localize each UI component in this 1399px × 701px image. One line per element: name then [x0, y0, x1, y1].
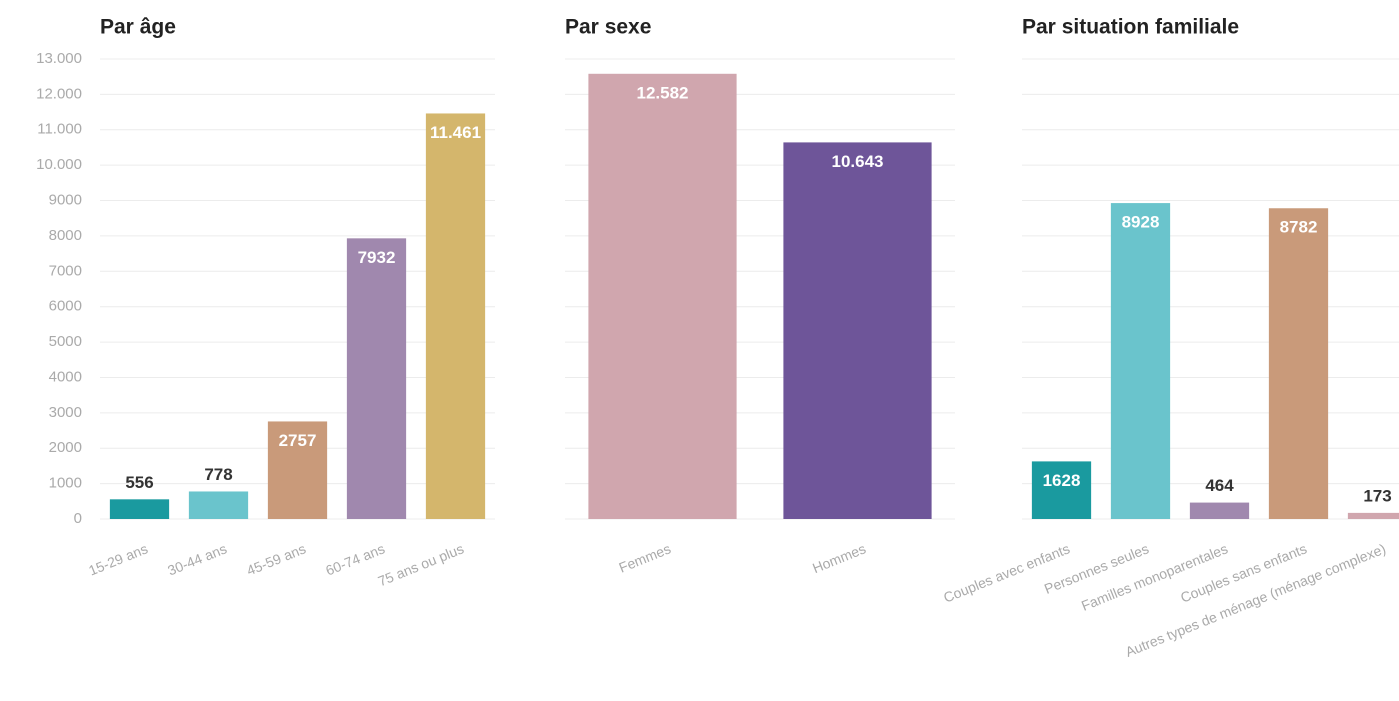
- y-tick-label: 4000: [49, 368, 82, 385]
- value-label: 556: [125, 473, 153, 492]
- value-label: 1628: [1043, 471, 1081, 490]
- bar: [425, 113, 486, 520]
- bar: [1031, 461, 1092, 519]
- y-tick-label: 7000: [49, 262, 82, 279]
- bar: [346, 238, 407, 519]
- x-tick-label: Couples avec enfants: [941, 540, 1072, 605]
- bar: [1110, 203, 1171, 519]
- bar: [1347, 512, 1399, 519]
- y-tick-label: 11.000: [37, 121, 82, 138]
- value-label: 8782: [1280, 218, 1318, 237]
- value-label: 7932: [358, 248, 396, 267]
- bar: [1189, 502, 1250, 519]
- value-label: 2757: [279, 431, 317, 450]
- value-label: 8928: [1122, 213, 1160, 232]
- x-tick-label: 75 ans ou plus: [376, 540, 466, 589]
- bar: [109, 499, 170, 519]
- y-tick-label: 8000: [49, 227, 82, 244]
- x-tick-label: 30-44 ans: [165, 540, 229, 578]
- bar: [588, 73, 737, 519]
- x-tick-label: Familles monoparentales: [1079, 540, 1230, 613]
- chart-title: Par âge: [100, 16, 176, 39]
- x-tick-label: Hommes: [810, 540, 868, 576]
- chart-title: Par sexe: [565, 16, 651, 39]
- y-tick-label: 9000: [49, 192, 82, 209]
- x-tick-label: Autres types de ménage (ménage complexe): [1123, 540, 1388, 659]
- value-label: 10.643: [832, 152, 884, 171]
- bar: [267, 421, 328, 519]
- y-tick-label: 0: [74, 510, 82, 527]
- x-tick-label: Femmes: [617, 540, 673, 575]
- y-tick-label: 13.000: [36, 50, 82, 67]
- y-tick-label: 5000: [49, 333, 82, 350]
- y-tick-label: 6000: [49, 298, 82, 315]
- value-label: 11.461: [430, 123, 481, 142]
- y-tick-label: 2000: [49, 439, 82, 456]
- y-tick-label: 3000: [49, 404, 82, 421]
- x-tick-label: 15-29 ans: [86, 540, 150, 578]
- bar: [783, 142, 932, 519]
- value-label: 778: [204, 465, 232, 484]
- value-label: 173: [1363, 486, 1391, 505]
- value-label: 12.582: [637, 83, 689, 102]
- x-tick-label: 45-59 ans: [244, 540, 308, 578]
- y-tick-label: 12.000: [36, 85, 82, 102]
- value-label: 464: [1205, 476, 1234, 495]
- chart-title: Par situation familiale: [1022, 16, 1239, 39]
- y-tick-label: 1000: [49, 475, 82, 492]
- bar: [1268, 208, 1329, 519]
- bar: [188, 491, 249, 519]
- y-tick-label: 10.000: [36, 156, 82, 173]
